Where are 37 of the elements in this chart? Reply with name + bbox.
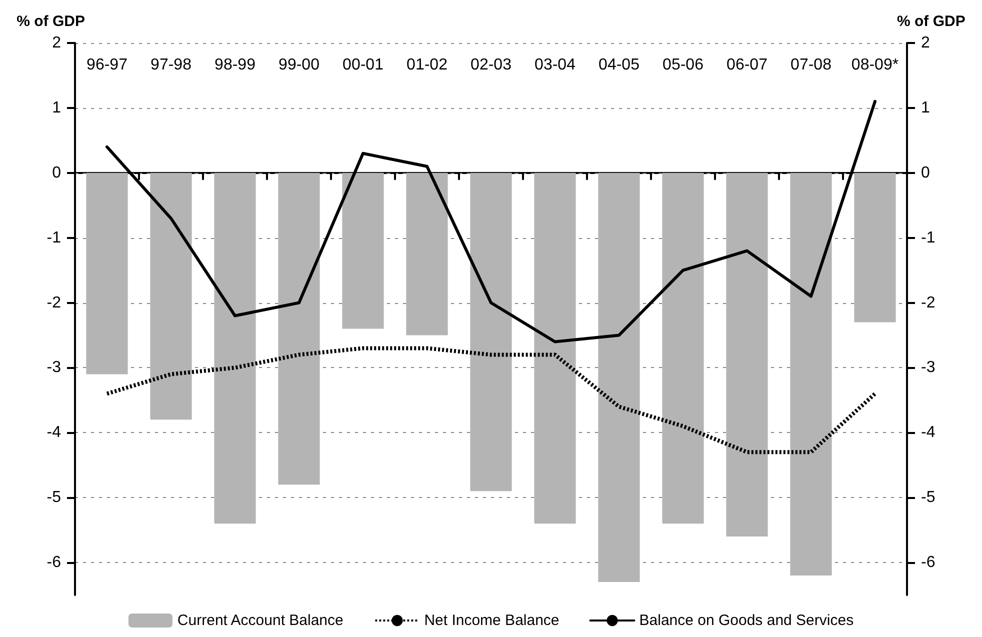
y2-tick-label: 0 — [921, 164, 930, 182]
legend-label: Net Income Balance — [424, 612, 560, 629]
y-tick-label: -5 — [46, 489, 62, 506]
y2-tick-label: -5 — [921, 489, 936, 506]
x-tick-label: 96-97 — [86, 56, 128, 74]
x-tick-label: 06-07 — [726, 56, 768, 74]
legend-label: Balance on Goods and Services — [639, 612, 854, 629]
y2-tick-label: -2 — [921, 294, 936, 312]
y-tick-label: -1 — [46, 229, 62, 246]
y2-tick-label: -4 — [921, 424, 936, 442]
x-tick-label: 97-98 — [150, 56, 192, 74]
y2-axis-title: % of GDP — [897, 13, 966, 30]
x-tick-label: 00-01 — [342, 56, 384, 74]
y-tick-label: 0 — [52, 164, 62, 182]
x-tick-label: 99-00 — [278, 56, 320, 74]
y-tick-label: -2 — [46, 294, 62, 312]
y2-tick-label: 1 — [921, 99, 930, 116]
x-tick-label: 98-99 — [214, 56, 256, 74]
x-tick-label: 03-04 — [534, 56, 576, 74]
y-tick-label: -6 — [46, 554, 62, 572]
x-tick-label: 02-03 — [470, 56, 512, 74]
y-tick-label: -3 — [46, 359, 62, 376]
x-tick-label: 01-02 — [406, 56, 448, 74]
y-tick-label: -4 — [46, 424, 62, 442]
y2-tick-label: -3 — [921, 359, 936, 376]
y-tick-label: 1 — [52, 99, 62, 116]
y2-tick-label: -6 — [921, 554, 936, 572]
x-tick-label: 04-05 — [598, 56, 640, 74]
x-tick-label: 07-08 — [790, 56, 832, 74]
y-tick-label: 2 — [52, 34, 62, 52]
y2-tick-label: 2 — [921, 34, 930, 52]
legend-label: Current Account Balance — [177, 612, 344, 629]
y2-tick-label: -1 — [921, 229, 936, 246]
x-tick-label: 08-09* — [851, 56, 899, 74]
x-tick-label: 05-06 — [662, 56, 704, 74]
line-series — [105, 346, 877, 454]
y-axis-title: % of GDP — [16, 13, 85, 30]
